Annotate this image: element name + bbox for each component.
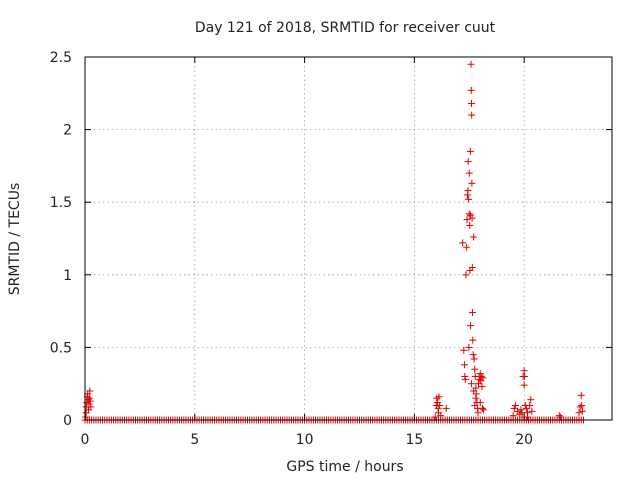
data-point (437, 412, 445, 420)
y-axis-label: SRMTID / TECUs (7, 183, 23, 296)
data-point (578, 407, 586, 415)
data-point (468, 179, 476, 187)
data-point (469, 351, 477, 359)
y-tick-label: 1.5 (50, 195, 72, 211)
data-point (465, 169, 473, 177)
data-point (517, 406, 525, 414)
data-point (462, 271, 470, 279)
data-point (467, 60, 475, 68)
data-point (87, 403, 95, 411)
data-point (442, 404, 450, 412)
data-point (471, 365, 479, 373)
x-tick-label: 20 (515, 432, 533, 448)
plot-frame (84, 56, 613, 421)
chart-title: Day 121 of 2018, SRMTID for receiver cuu… (195, 20, 496, 36)
data-point (465, 195, 473, 203)
data-point (85, 394, 93, 402)
data-point (466, 147, 474, 155)
data-point (460, 346, 468, 354)
data-point (476, 399, 484, 407)
data-points (82, 60, 586, 421)
data-point (556, 413, 564, 421)
data-point (469, 336, 477, 344)
data-point (575, 409, 583, 417)
grid-layer (85, 57, 612, 420)
data-point (435, 393, 443, 401)
data-point (509, 412, 517, 420)
y-tick-label: 2.5 (50, 50, 72, 66)
data-point (466, 211, 474, 219)
data-point (472, 394, 480, 402)
data-point (476, 370, 484, 378)
data-point (526, 401, 534, 409)
data-point (464, 187, 472, 195)
data-point (467, 322, 475, 330)
y-tick-labels: 0 0.5 1 1.5 2 2.5 (50, 50, 72, 429)
data-point (461, 375, 469, 383)
x-tick-label: 0 (81, 432, 90, 448)
data-point (480, 406, 488, 414)
data-point (521, 372, 529, 380)
data-point (431, 413, 439, 421)
data-point (464, 158, 472, 166)
data-point (469, 309, 477, 317)
data-point (466, 221, 474, 229)
y-tick-label: 0.5 (50, 340, 72, 356)
data-point (527, 396, 535, 404)
data-point (478, 383, 486, 391)
data-point (576, 403, 584, 411)
data-point (86, 387, 94, 395)
data-point (510, 404, 518, 412)
data-point (465, 210, 473, 218)
data-point (467, 86, 475, 94)
data-point (522, 404, 530, 412)
x-tick-label: 10 (296, 432, 314, 448)
y-tick-label: 0 (63, 413, 72, 429)
data-point (467, 380, 475, 388)
axis-ticks (84, 56, 612, 421)
data-point (470, 233, 478, 241)
data-point (468, 111, 476, 119)
data-point (577, 391, 585, 399)
data-point (479, 374, 487, 382)
data-point (470, 387, 478, 395)
y-tick-label: 2 (63, 123, 72, 139)
data-point (465, 343, 473, 351)
data-point (578, 401, 586, 409)
data-point (436, 401, 444, 409)
data-point (460, 361, 468, 369)
x-tick-labels: 0 5 10 15 20 (81, 432, 534, 448)
data-point (520, 381, 528, 389)
data-point (478, 404, 486, 412)
y-tick-label: 1 (63, 268, 72, 284)
data-point (459, 239, 467, 247)
data-point (528, 407, 536, 415)
data-point (463, 243, 471, 251)
data-point (523, 413, 531, 421)
data-point (468, 214, 476, 222)
x-tick-label: 5 (190, 432, 199, 448)
data-point (511, 401, 519, 409)
data-point (477, 372, 485, 380)
data-point (468, 264, 476, 272)
x-axis-label: GPS time / hours (286, 459, 403, 475)
data-point (555, 412, 563, 420)
data-point (471, 401, 479, 409)
data-point (463, 216, 471, 224)
data-point (474, 409, 482, 417)
x-tick-label: 15 (405, 432, 423, 448)
data-point (467, 99, 475, 107)
data-point (470, 355, 478, 363)
